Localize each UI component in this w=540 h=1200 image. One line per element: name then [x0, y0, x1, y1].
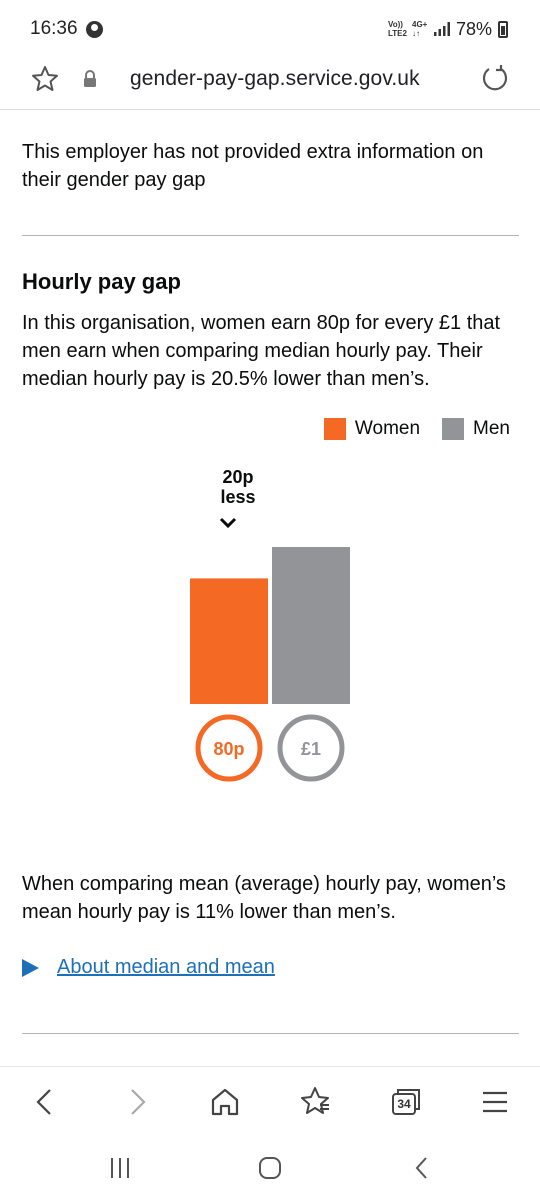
mean-pay-text: When comparing mean (average) hourly pay… — [22, 873, 506, 923]
data-type-label: 4G+ — [412, 20, 428, 29]
url-field[interactable]: gender-pay-gap.service.gov.uk — [130, 67, 420, 90]
legend-swatch-men — [442, 418, 465, 440]
network-bottom-label: LTE2 — [388, 29, 407, 38]
details-toggle[interactable]: About median and mean — [22, 956, 275, 979]
system-nav-bar — [0, 1136, 540, 1200]
browser-bottom-nav: 34 — [0, 1066, 540, 1136]
value-circle-men — [277, 714, 345, 782]
triangle-right-icon[interactable] — [22, 958, 39, 977]
gap-label: 20p less — [208, 467, 268, 507]
hourly-pay-gap-title: Hourly pay gap — [22, 269, 181, 294]
about-median-mean-link[interactable]: About median and mean — [57, 956, 275, 978]
legend-label-men: Men — [473, 418, 510, 439]
legend-swatch-women — [323, 418, 346, 440]
legend-item-women: Women — [323, 418, 421, 440]
chart-svg: 80p £1 — [190, 547, 350, 782]
gap-label-amount: 20p — [222, 467, 254, 487]
address-bar: gender-pay-gap.service.gov.uk — [0, 58, 540, 110]
bar-women — [190, 578, 268, 704]
tabs-icon[interactable] — [389, 1085, 423, 1119]
value-label-men: £1 — [301, 739, 321, 759]
chart-legend: Women Men — [302, 418, 510, 440]
divider — [22, 1033, 519, 1034]
battery-level: 78% — [456, 19, 493, 39]
pay-gap-chart: 20p less 80p £1 — [22, 465, 520, 795]
intro-text: This employer has not provided extra inf… — [22, 141, 484, 191]
tabs-button[interactable]: 34 — [389, 1085, 423, 1119]
recent-apps-icon[interactable] — [106, 1154, 134, 1182]
data-arrows-label: ↓↑ — [412, 29, 420, 38]
legend-item-men: Men — [442, 418, 510, 440]
value-label-women: 80p — [213, 739, 244, 759]
system-back-icon[interactable] — [408, 1154, 436, 1182]
status-bar: 16:36 Vo)) LTE2 4G+ ↓↑ 78% — [0, 0, 540, 58]
reload-icon[interactable] — [480, 64, 510, 94]
signal-icon — [434, 22, 450, 36]
forward-icon[interactable] — [120, 1085, 154, 1119]
network-indicator: Vo)) LTE2 — [388, 20, 407, 38]
lock-icon[interactable] — [82, 70, 98, 88]
divider — [22, 235, 519, 236]
menu-icon[interactable] — [478, 1085, 512, 1119]
value-circle-women — [195, 714, 263, 782]
chevron-down-icon — [219, 517, 237, 529]
bar-men — [272, 547, 350, 704]
tab-count[interactable]: 34 — [397, 1097, 411, 1111]
gap-label-less: less — [220, 487, 256, 507]
home-icon[interactable] — [208, 1085, 242, 1119]
data-indicator: 4G+ ↓↑ — [412, 20, 427, 38]
hourly-pay-gap-text: In this organisation, women earn 80p for… — [22, 312, 501, 390]
network-top-label: Vo)) — [388, 20, 403, 29]
battery-icon — [498, 21, 508, 38]
legend-label-women: Women — [354, 418, 421, 439]
notification-icon — [86, 21, 103, 38]
back-icon[interactable] — [28, 1085, 62, 1119]
main-content: This employer has not provided extra inf… — [22, 110, 520, 1034]
status-time: 16:36 — [30, 18, 78, 39]
bookmarks-icon[interactable] — [298, 1085, 332, 1119]
home-button-icon[interactable] — [256, 1154, 284, 1182]
star-icon[interactable] — [30, 64, 60, 94]
